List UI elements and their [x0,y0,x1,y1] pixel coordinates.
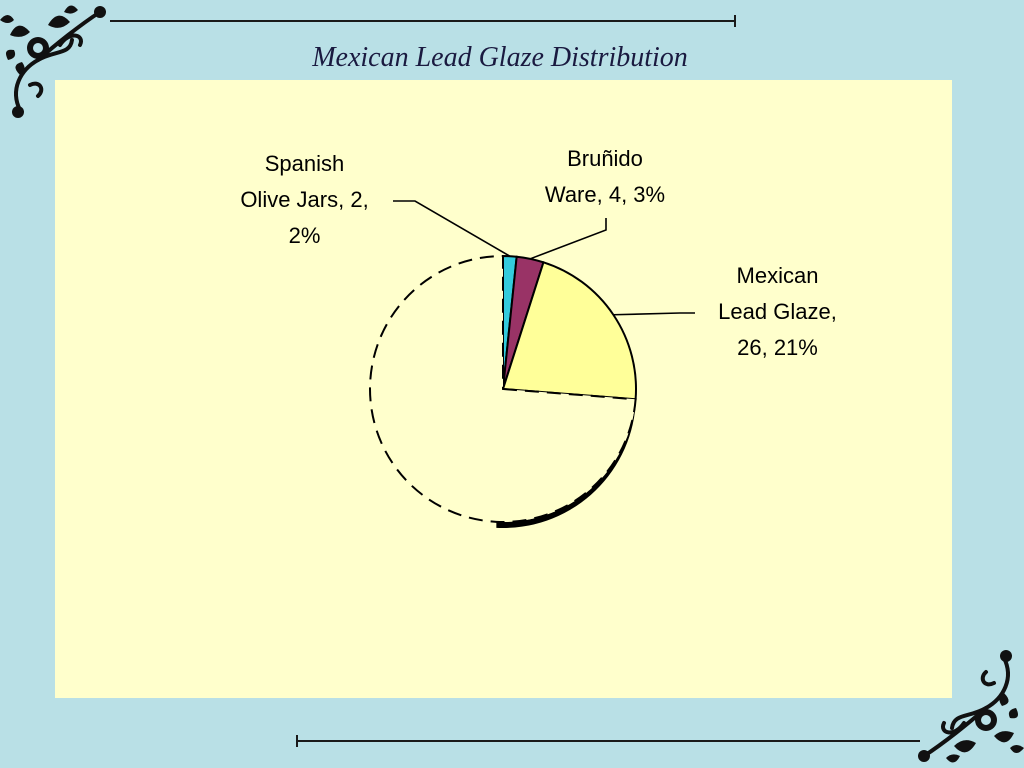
slice-label-brunido-ware: Bruñido Ware, 4, 3% [544,146,666,207]
leader-line-mexican-lead-glaze [613,312,695,316]
leader-line-spanish-olive-jars [393,200,511,257]
chart-title: Mexican Lead Glaze Distribution [312,42,688,73]
top-rule [110,20,736,22]
pie-slice-remainder [369,254,637,523]
bottom-rule [296,740,920,742]
ornament-bottom-right-icon [918,650,1024,763]
bottom-rule-tick [296,735,298,747]
top-rule-tick [734,15,736,27]
ornament-top-left-icon [0,5,106,118]
slice-label-mexican-lead-glaze: Mexican Lead Glaze, 26, 21% [718,263,837,360]
slice-label-spanish-olive-jars: Spanish Olive Jars, 2, 2% [240,151,369,248]
leader-line-brunido-ware [529,218,607,260]
pie-slice-mexican-lead-glaze [501,261,637,401]
